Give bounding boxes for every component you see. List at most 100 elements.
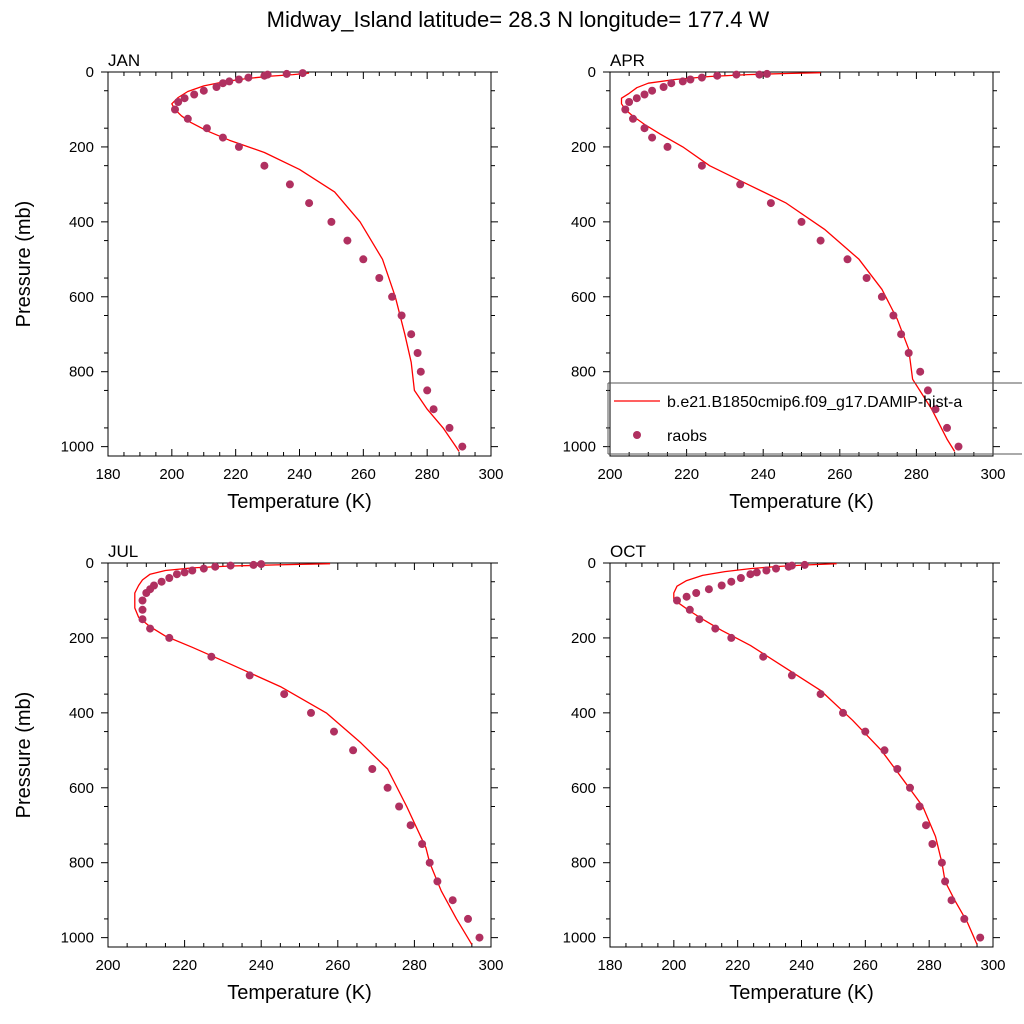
raobs-point [425, 858, 434, 867]
raobs-point [375, 274, 384, 282]
y-tick-label: 400 [69, 214, 94, 231]
raobs-point [183, 114, 192, 123]
raobs-point [682, 592, 691, 601]
y-tick-label: 1000 [61, 439, 94, 456]
raobs-point [407, 330, 416, 339]
y-tick-label: 600 [571, 289, 596, 306]
x-tick-label: 280 [917, 957, 942, 974]
x-tick-label: 200 [95, 957, 120, 974]
figure-title: Midway_Island latitude= 28.3 N longitude… [267, 7, 770, 32]
y-tick-label: 1000 [61, 930, 94, 947]
raobs-point [172, 570, 181, 579]
raobs-point [762, 566, 771, 575]
raobs-point [678, 77, 687, 86]
x-tick-label: 300 [980, 957, 1005, 974]
raobs-point [226, 561, 235, 570]
raobs-point [180, 568, 189, 577]
y-tick-label: 800 [571, 855, 596, 872]
legend-model-label: b.e21.B1850cmip6.f09_g17.DAMIP-hist-a [667, 394, 962, 411]
raobs-point [893, 765, 902, 773]
raobs-point [146, 624, 155, 633]
raobs-point [717, 581, 726, 590]
raobs-point [960, 914, 969, 923]
raobs-point [752, 568, 761, 577]
raobs-point [916, 367, 925, 376]
model-series-line [134, 563, 473, 945]
raobs-point [305, 199, 314, 208]
y-tick-label: 1000 [563, 930, 596, 947]
raobs-point [423, 386, 432, 395]
panel-label: APR [610, 51, 645, 70]
raobs-point [307, 708, 315, 717]
raobs-point [727, 577, 736, 586]
raobs-point [889, 311, 898, 320]
raobs-point [343, 236, 352, 245]
raobs-point [174, 98, 183, 106]
raobs-point [171, 105, 179, 114]
raobs-point [416, 367, 425, 376]
raobs-point [218, 79, 227, 88]
legend-obs-swatch [633, 431, 641, 439]
raobs-point [257, 560, 266, 569]
panel-label: JUL [108, 542, 138, 561]
raobs-point [713, 71, 722, 80]
raobs-point [395, 802, 404, 811]
raobs-point [260, 71, 269, 80]
x-tick-label: 200 [661, 957, 686, 974]
plot-frame [609, 562, 994, 948]
raobs-point [244, 73, 253, 82]
x-axis-label: Temperature (K) [227, 982, 372, 1004]
x-tick-label: 220 [725, 957, 750, 974]
raobs-point [800, 560, 809, 569]
raobs-point [445, 423, 454, 432]
y-tick-label: 600 [69, 780, 94, 797]
raobs-point [711, 624, 720, 633]
raobs-point [697, 73, 706, 82]
panel-label: OCT [610, 542, 646, 561]
raobs-point [475, 933, 484, 942]
raobs-point [659, 83, 668, 91]
raobs-point [138, 605, 147, 614]
raobs-point [976, 933, 985, 942]
raobs-point [368, 765, 377, 773]
panel-oct: OCT 180 200 220 240 260 280 300 0 200 400 600 800 100… [563, 542, 1006, 1004]
raobs-point [458, 442, 467, 451]
raobs-point [784, 562, 793, 571]
y-tick-label: 400 [69, 705, 94, 722]
x-tick-label: 240 [751, 466, 776, 483]
panel-apr: APR 200 220 240 260 280 300 0 200 400 600 800 1000 Te… [563, 51, 1022, 513]
y-tick-label: 0 [86, 555, 94, 572]
raobs-point [685, 605, 694, 614]
x-tick-label: 300 [478, 957, 503, 974]
y-tick-label: 600 [69, 289, 94, 306]
x-tick-label: 280 [904, 466, 929, 483]
x-tick-label: 280 [402, 957, 427, 974]
y-tick-label: 400 [571, 214, 596, 231]
model-series-line [171, 72, 460, 452]
raobs-point [787, 671, 796, 680]
x-axis-label: Temperature (K) [729, 491, 874, 513]
raobs-point [199, 86, 208, 95]
raobs-point [943, 423, 951, 432]
raobs-point [861, 727, 870, 736]
raobs-point [766, 199, 775, 208]
x-axis-label: Temperature (K) [227, 491, 372, 513]
raobs-point [667, 79, 676, 88]
raobs-point [207, 652, 216, 661]
x-tick-label: 200 [159, 466, 184, 483]
y-tick-label: 800 [571, 364, 596, 381]
y-tick-label: 200 [571, 139, 596, 156]
raobs-point [673, 596, 681, 605]
raobs-point [625, 98, 634, 106]
raobs-point [234, 142, 243, 151]
raobs-point [736, 574, 745, 582]
raobs-point [429, 405, 438, 414]
raobs-point [199, 564, 208, 573]
raobs-point [383, 783, 392, 792]
raobs-point [928, 840, 937, 848]
raobs-point [282, 69, 291, 78]
raobs-point [923, 386, 932, 395]
raobs-point [330, 727, 338, 736]
raobs-point [816, 690, 825, 699]
raobs-point [327, 217, 336, 226]
